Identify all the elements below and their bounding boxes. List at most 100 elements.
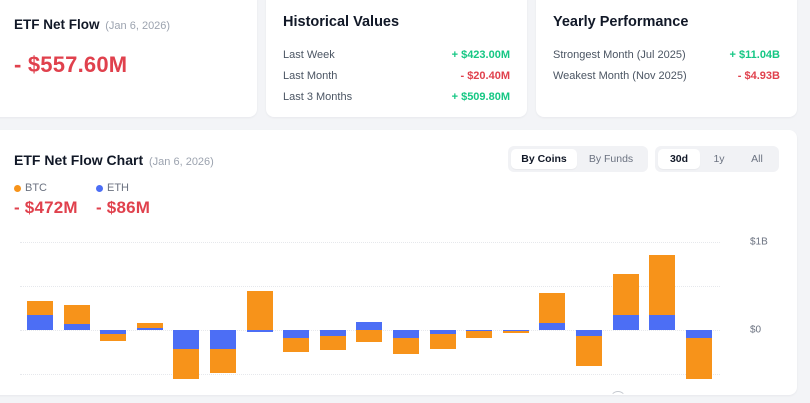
by-coins-button[interactable]: By Coins <box>511 149 577 169</box>
btc-bar-segment <box>612 274 639 316</box>
legend-btc-value: - $472M <box>14 198 78 217</box>
gridline <box>20 286 720 287</box>
eth-bar-segment <box>539 322 566 330</box>
eth-bar-segment <box>210 330 236 349</box>
btc-bar-segment <box>539 292 566 323</box>
etf-net-flow-card: ETF Net Flow (Jan 6, 2026) - $557.60M <box>0 0 257 117</box>
eth-bar-segment <box>356 321 383 330</box>
bar-column[interactable] <box>649 130 676 395</box>
chart-date: (Jan 6, 2026) <box>149 156 214 168</box>
btc-bar-segment <box>576 335 602 366</box>
y-axis-tick-label: $1B <box>750 236 768 248</box>
btc-bar-segment <box>356 330 383 342</box>
btc-bar-segment <box>27 301 53 316</box>
eth-bar-segment <box>173 330 200 349</box>
legend-btc[interactable]: BTC - $472M <box>14 181 96 218</box>
net-flow-date: (Jan 6, 2026) <box>105 20 171 32</box>
legend-eth[interactable]: ETH - $86M <box>96 181 178 218</box>
chart-title-text: ETF Net Flow Chart <box>14 152 144 168</box>
loading-spinner-icon <box>610 391 626 403</box>
historical-row: Last 3 Months + $509.80M <box>283 86 510 107</box>
btc-bar-segment <box>319 335 346 350</box>
historical-label: Last Month <box>283 69 338 82</box>
bar-column[interactable] <box>173 130 200 395</box>
bar-column[interactable] <box>100 130 127 395</box>
btc-bar-segment <box>246 291 273 330</box>
eth-bar-segment <box>612 315 639 330</box>
eth-bar-segment <box>576 330 602 336</box>
bar-column[interactable] <box>136 130 163 395</box>
eth-bar-segment <box>466 330 493 331</box>
eth-bar-segment <box>63 324 90 330</box>
legend-eth-label: ETH <box>107 182 129 194</box>
eth-bar-segment <box>502 330 529 331</box>
historical-value: - $20.40M <box>460 69 510 82</box>
chart-legend: BTC - $472M ETH - $86M <box>14 181 178 218</box>
eth-bar-segment <box>246 330 273 333</box>
eth-bar-segment <box>685 330 712 338</box>
bar-column[interactable] <box>210 130 236 395</box>
eth-bar-segment <box>27 315 53 330</box>
range-toggle: 30d 1y All <box>655 146 779 172</box>
btc-bar-segment <box>466 331 493 339</box>
historical-row: Last Week + $423.00M <box>283 44 510 65</box>
view-toggle: By Coins By Funds <box>508 146 648 172</box>
historical-label: Last 3 Months <box>283 90 353 103</box>
btc-dot-icon <box>14 184 21 192</box>
btc-bar-segment <box>210 349 236 374</box>
btc-bar-segment <box>63 305 90 324</box>
range-1y-button[interactable]: 1y <box>713 153 725 165</box>
historical-value: + $509.80M <box>451 90 510 103</box>
bar-column[interactable] <box>27 130 53 395</box>
eth-bar-segment <box>283 330 310 338</box>
yearly-performance-card: Yearly Performance Strongest Month (Jul … <box>536 0 797 117</box>
bar-column[interactable] <box>63 130 90 395</box>
bar-column[interactable] <box>283 130 310 395</box>
btc-bar-segment <box>136 322 163 328</box>
yearly-title: Yearly Performance <box>553 14 689 30</box>
net-flow-title-text: ETF Net Flow <box>14 17 100 32</box>
bar-column[interactable] <box>576 130 602 395</box>
historical-list: Last Week + $423.00M Last Month - $20.40M La… <box>283 44 510 107</box>
eth-bar-segment <box>393 330 419 338</box>
bar-column[interactable] <box>539 130 566 395</box>
eth-bar-segment <box>429 330 456 334</box>
gridline <box>20 242 720 243</box>
bar-column[interactable] <box>502 130 529 395</box>
yearly-row: Weakest Month (Nov 2025) - $4.93B <box>553 65 780 86</box>
bar-column[interactable] <box>612 130 639 395</box>
by-funds-button[interactable]: By Funds <box>588 153 634 165</box>
bar-column[interactable] <box>319 130 346 395</box>
btc-bar-segment <box>502 331 529 334</box>
bar-column[interactable] <box>429 130 456 395</box>
range-all-button[interactable]: All <box>751 153 763 165</box>
bar-column[interactable] <box>685 130 712 395</box>
net-flow-chart-card: ETF Net Flow Chart (Jan 6, 2026) BTC - $… <box>0 130 797 395</box>
yearly-row: Strongest Month (Jul 2025) + $11.04B <box>553 44 780 65</box>
bar-column[interactable] <box>246 130 273 395</box>
chart-title: ETF Net Flow Chart (Jan 6, 2026) <box>14 152 214 168</box>
yearly-label: Weakest Month (Nov 2025) <box>553 69 687 82</box>
bar-chart-plot[interactable]: $1B $0 <box>20 130 768 395</box>
legend-eth-value: - $86M <box>96 198 151 217</box>
btc-bar-segment <box>685 337 712 380</box>
bar-column[interactable] <box>393 130 419 395</box>
bar-column[interactable] <box>356 130 383 395</box>
btc-bar-segment <box>283 338 310 352</box>
yearly-label: Strongest Month (Jul 2025) <box>553 48 686 61</box>
yearly-value: + $11.04B <box>729 48 780 61</box>
yearly-value: - $4.93B <box>737 69 780 82</box>
eth-bar-segment <box>136 327 163 330</box>
btc-bar-segment <box>173 349 200 379</box>
historical-label: Last Week <box>283 48 335 61</box>
gridline <box>20 374 720 375</box>
range-30d-button[interactable]: 30d <box>658 149 700 169</box>
y-axis-tick-label: $0 <box>750 324 762 336</box>
bar-column[interactable] <box>466 130 493 395</box>
net-flow-value: - $557.60M <box>14 52 128 77</box>
eth-dot-icon <box>96 184 103 192</box>
eth-bar-segment <box>649 315 676 330</box>
net-flow-title: ETF Net Flow (Jan 6, 2026) <box>14 17 170 32</box>
btc-bar-segment <box>649 255 676 316</box>
eth-bar-segment <box>319 330 346 336</box>
